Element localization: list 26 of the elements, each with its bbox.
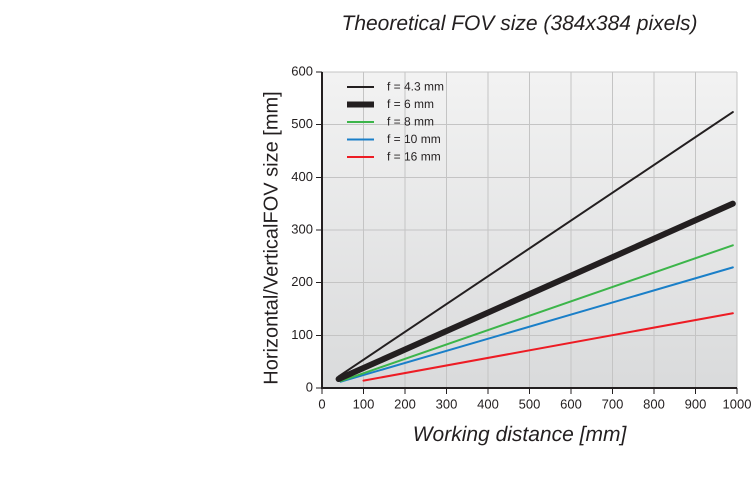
x-tick-label: 500 xyxy=(518,396,540,412)
y-tick-label: 500 xyxy=(291,116,313,132)
legend-label: f = 10 mm xyxy=(387,132,441,146)
chart-title: Theoretical FOV size (384x384 pixels) xyxy=(342,12,698,35)
x-tick-label: 700 xyxy=(602,396,624,412)
x-tick-label: 400 xyxy=(477,396,499,412)
x-tick-label: 300 xyxy=(436,396,458,412)
legend-label: f = 16 mm xyxy=(387,149,441,164)
y-axis-title: Horizontal/VerticalFOV size [mm] xyxy=(260,91,283,385)
legend-label: f = 4.3 mm xyxy=(387,79,444,94)
x-tick-label: 0 xyxy=(318,396,326,412)
y-tick-label: 200 xyxy=(291,274,313,290)
y-tick-label: 100 xyxy=(291,326,313,342)
y-tick-label: 600 xyxy=(291,64,313,79)
y-tick-label: 400 xyxy=(291,168,313,184)
legend-label: f = 8 mm xyxy=(387,114,434,128)
x-tick-label: 200 xyxy=(394,396,416,412)
x-axis-title: Working distance [mm] xyxy=(412,422,628,446)
y-tick-label: 0 xyxy=(306,380,313,395)
x-tick-label: 900 xyxy=(684,396,706,412)
x-tick-label: 600 xyxy=(560,396,582,412)
y-tick-label: 300 xyxy=(291,222,313,237)
legend-label: f = 6 mm xyxy=(387,96,434,111)
x-tick-label: 1000 xyxy=(722,396,752,412)
x-tick-label: 100 xyxy=(352,396,374,412)
x-tick-label: 800 xyxy=(643,396,665,412)
